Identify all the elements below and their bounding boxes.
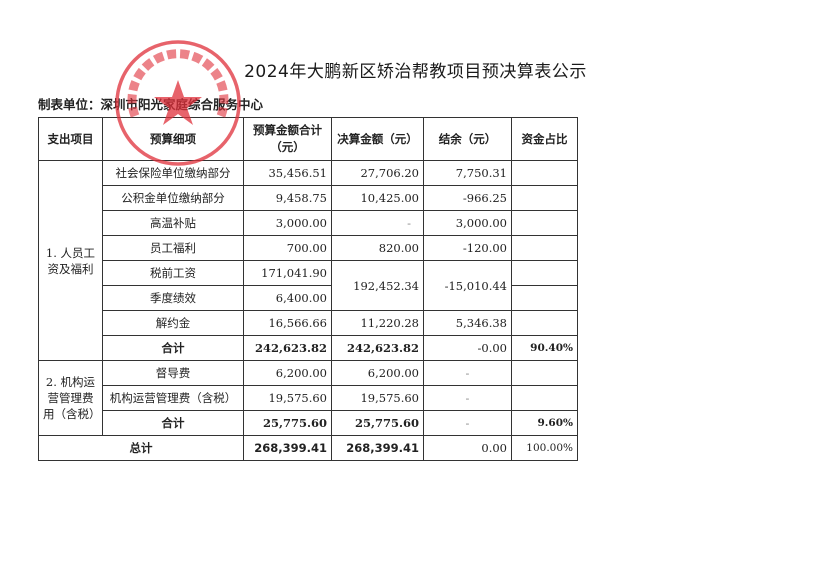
subtotal-balance: -	[423, 410, 512, 436]
header-ratio: 资金占比	[511, 117, 578, 161]
total-balance: 0.00	[423, 435, 512, 461]
item-cell: 员工福利	[102, 235, 244, 261]
subtotal-actual: 242,623.82	[331, 335, 424, 361]
subtotal-budget: 242,623.82	[243, 335, 332, 361]
table-row: 1. 人员工资及福利 社会保险单位缴纳部分 35,456.51 27,706.2…	[38, 160, 578, 361]
balance-cell: 5,346.38	[423, 310, 512, 336]
header-actual: 决算金额（元）	[331, 117, 424, 161]
total-budget: 268,399.41	[243, 435, 332, 461]
subtotal-actual: 25,775.60	[331, 410, 424, 436]
budget-table: 支出项目 预算细项 预算金额合计（元） 决算金额（元） 结余（元） 资金占比 1…	[38, 117, 578, 461]
actual-cell: 820.00	[331, 235, 424, 261]
budget-cell: 6,400.00	[243, 285, 332, 311]
subtotal-label: 合计	[102, 410, 244, 436]
ratio-cell	[511, 310, 578, 336]
budget-cell: 6,200.00	[243, 360, 332, 386]
item-cell: 税前工资	[102, 260, 244, 286]
table-row: 季度绩效 6,400.00	[39, 285, 578, 311]
ratio-cell	[511, 360, 578, 386]
balance-cell: 3,000.00	[423, 210, 512, 236]
budget-cell: 3,000.00	[243, 210, 332, 236]
page-title: 2024年大鹏新区矫治帮教项目预决算表公示	[244, 62, 587, 82]
balance-cell: 7,750.31	[423, 160, 512, 186]
actual-cell: 11,220.28	[331, 310, 424, 336]
item-cell: 机构运营管理费（含税）	[102, 385, 244, 411]
ratio-cell	[511, 285, 578, 311]
budget-cell: 19,575.60	[243, 385, 332, 411]
actual-cell: 192,452.34	[331, 260, 424, 311]
category-cell: 1. 人员工资及福利	[38, 160, 103, 361]
header-budget: 预算金额合计（元）	[243, 117, 332, 161]
ratio-cell	[511, 210, 578, 236]
budget-cell: 171,041.90	[243, 260, 332, 286]
budget-cell: 9,458.75	[243, 185, 332, 211]
total-label: 总计	[38, 435, 244, 461]
subtotal-row: 合计 242,623.82 242,623.82 -0.00 90.40%	[39, 335, 578, 361]
subtotal-label: 合计	[102, 335, 244, 361]
ratio-cell	[511, 385, 578, 411]
subtotal-budget: 25,775.60	[243, 410, 332, 436]
category-cell: 2. 机构运营管理费用（含税）	[38, 360, 103, 436]
ratio-cell	[511, 235, 578, 261]
item-cell: 督导费	[102, 360, 244, 386]
actual-cell: 19,575.60	[331, 385, 424, 411]
actual-cell: 10,425.00	[331, 185, 424, 211]
header-category: 支出项目	[38, 117, 103, 161]
table-row: 员工福利 700.00 820.00 -120.00	[39, 235, 578, 261]
table-row: 解约金 16,566.66 11,220.28 5,346.38	[39, 310, 578, 336]
item-cell: 社会保险单位缴纳部分	[102, 160, 244, 186]
budget-cell: 35,456.51	[243, 160, 332, 186]
table-row: 2. 机构运营管理费用（含税） 督导费 6,200.00 6,200.00 -	[38, 360, 578, 436]
item-cell: 季度绩效	[102, 285, 244, 311]
item-cell: 公积金单位缴纳部分	[102, 185, 244, 211]
balance-cell: -966.25	[423, 185, 512, 211]
subtotal-ratio: 9.60%	[511, 410, 578, 436]
actual-cell: 27,706.20	[331, 160, 424, 186]
balance-cell: -15,010.44	[423, 260, 512, 311]
subtotal-row: 合计 25,775.60 25,775.60 - 9.60%	[39, 410, 578, 436]
ratio-cell	[511, 160, 578, 186]
table-row: 高温补贴 3,000.00 - 3,000.00	[39, 210, 578, 236]
budget-cell: 700.00	[243, 235, 332, 261]
total-ratio: 100.00%	[511, 435, 578, 461]
total-row: 总计 268,399.41 268,399.41 0.00 100.00%	[38, 435, 578, 461]
actual-cell: -	[331, 210, 424, 236]
header-item: 预算细项	[102, 117, 244, 161]
ratio-cell	[511, 185, 578, 211]
prepared-by-unit: 制表单位：深圳市阳光家庭综合服务中心	[38, 97, 264, 112]
balance-cell: -	[423, 385, 512, 411]
budget-cell: 16,566.66	[243, 310, 332, 336]
subtotal-balance: -0.00	[423, 335, 512, 361]
actual-cell: 6,200.00	[331, 360, 424, 386]
total-actual: 268,399.41	[331, 435, 424, 461]
item-cell: 高温补贴	[102, 210, 244, 236]
table-row: 公积金单位缴纳部分 9,458.75 10,425.00 -966.25	[39, 185, 578, 211]
ratio-cell	[511, 260, 578, 286]
table-header-row: 支出项目 预算细项 预算金额合计（元） 决算金额（元） 结余（元） 资金占比	[38, 117, 578, 161]
item-cell: 解约金	[102, 310, 244, 336]
table-row: 税前工资 171,041.90 192,452.34 -15,010.44	[39, 260, 578, 311]
header-balance: 结余（元）	[423, 117, 512, 161]
balance-cell: -120.00	[423, 235, 512, 261]
subtotal-ratio: 90.40%	[511, 335, 578, 361]
table-row: 机构运营管理费（含税） 19,575.60 19,575.60 -	[39, 385, 578, 411]
balance-cell: -	[423, 360, 512, 386]
